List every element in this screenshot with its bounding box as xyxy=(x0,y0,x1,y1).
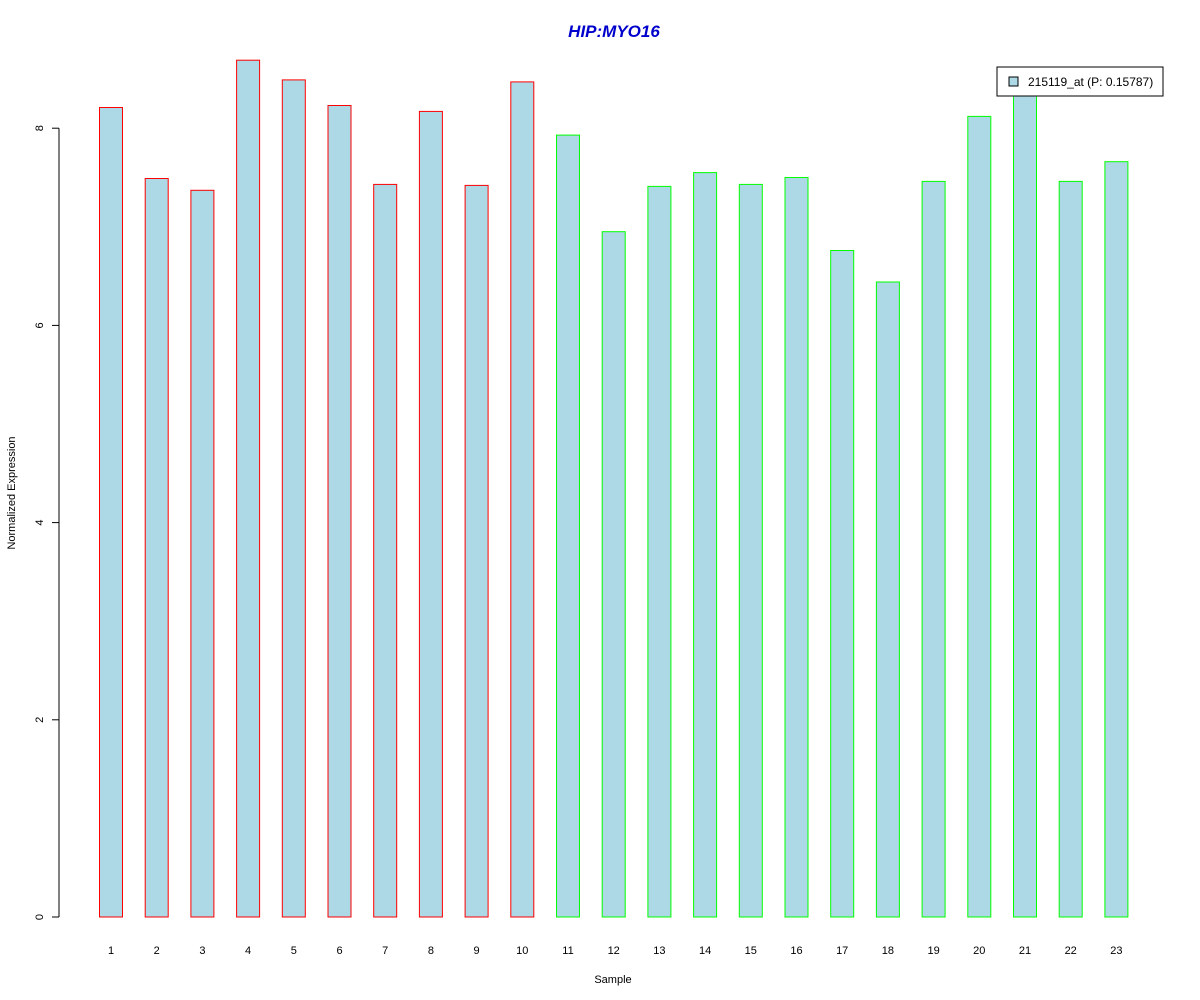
bar-sample-18 xyxy=(875,281,900,918)
legend-label: 215119_at (P: 0.15787) xyxy=(1028,75,1153,89)
y-tick-label: 2 xyxy=(34,717,46,723)
x-tick-label: 21 xyxy=(1019,945,1031,957)
legend-swatch xyxy=(1008,76,1019,87)
bar-sample-6 xyxy=(327,105,352,918)
x-tick-label: 10 xyxy=(516,945,528,957)
bar-sample-20 xyxy=(967,115,992,918)
legend: 215119_at (P: 0.15787) xyxy=(996,66,1164,97)
bar-sample-12 xyxy=(601,231,626,918)
y-tick-label: 8 xyxy=(34,125,46,131)
x-tick-label: 7 xyxy=(382,945,388,957)
y-tick-label: 4 xyxy=(34,520,46,526)
bar-sample-7 xyxy=(373,183,398,918)
bar-sample-8 xyxy=(418,110,443,918)
x-tick-label: 2 xyxy=(154,945,160,957)
x-tick-label: 16 xyxy=(790,945,802,957)
bar-sample-4 xyxy=(236,59,261,918)
bar-sample-1 xyxy=(99,107,123,918)
y-axis: 0 2 4 6 8 xyxy=(34,125,60,920)
bar-sample-15 xyxy=(738,183,763,918)
x-tick-label: 18 xyxy=(882,945,894,957)
chart-title: HIP:MYO16 xyxy=(568,22,660,41)
x-tick-label: 6 xyxy=(336,945,342,957)
y-axis-label: Normalized Expression xyxy=(6,436,18,549)
x-tick-label: 3 xyxy=(199,945,205,957)
y-tick-label: 0 xyxy=(34,914,46,920)
x-tick-label: 1 xyxy=(108,945,114,957)
x-tick-label: 14 xyxy=(699,945,711,957)
x-tick-label: 20 xyxy=(973,945,985,957)
x-tick-label: 23 xyxy=(1110,945,1122,957)
bar-sample-2 xyxy=(144,178,169,918)
bar-sample-14 xyxy=(693,172,718,918)
x-axis-label: Sample xyxy=(594,974,631,986)
bar-sample-5 xyxy=(281,79,306,918)
x-tick-label: 11 xyxy=(562,945,573,957)
bar-sample-13 xyxy=(647,185,672,918)
x-tick-label: 22 xyxy=(1065,945,1077,957)
bar-sample-23 xyxy=(1104,161,1129,918)
x-tick-label: 5 xyxy=(291,945,297,957)
bar-sample-10 xyxy=(510,81,535,918)
x-tick-label: 19 xyxy=(927,945,939,957)
bar-sample-22 xyxy=(1058,180,1083,918)
x-tick-label: 4 xyxy=(245,945,251,957)
bar-sample-16 xyxy=(784,177,809,918)
bar-sample-17 xyxy=(830,250,855,918)
bar-sample-3 xyxy=(190,189,215,918)
x-tick-label: 13 xyxy=(653,945,665,957)
bar-sample-21 xyxy=(1013,91,1037,918)
y-tick-label: 6 xyxy=(34,322,46,328)
x-tick-label: 12 xyxy=(608,945,620,957)
x-tick-label: 9 xyxy=(474,945,480,957)
bar-sample-11 xyxy=(556,134,580,918)
bar-sample-19 xyxy=(921,180,946,918)
legend-box xyxy=(996,66,1164,97)
x-tick-labels: 1 2 3 4 5 6 7 8 9 10 11 12 13 14 15 16 17 18 19 20 21 22 23 xyxy=(108,945,1123,957)
x-tick-label: 8 xyxy=(428,945,434,957)
bar-sample-9 xyxy=(464,184,489,918)
bars xyxy=(99,59,1129,918)
x-tick-label: 17 xyxy=(836,945,848,957)
x-tick-label: 15 xyxy=(745,945,757,957)
